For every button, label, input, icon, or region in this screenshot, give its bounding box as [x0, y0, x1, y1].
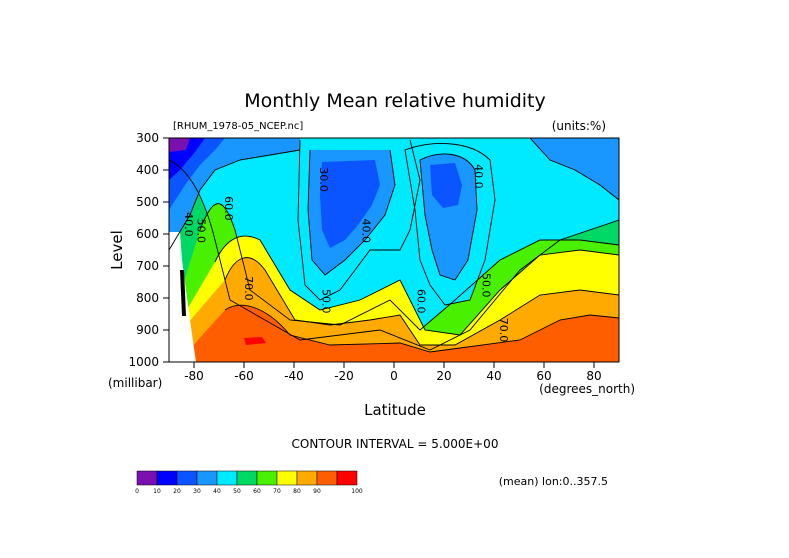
colorbar-label: 90 [313, 488, 321, 495]
x-tick-label: 0 [390, 369, 398, 383]
y-tick-label: 500 [136, 195, 159, 209]
y-tick-label: 800 [136, 291, 159, 305]
colorbar-label: 0 [135, 488, 139, 495]
contour-interval-text: CONTOUR INTERVAL = 5.000E+00 [292, 437, 499, 451]
x-axis-units: (degrees_north) [539, 382, 635, 396]
units-label: (units:%) [552, 119, 606, 133]
contour-label: 50.0 [480, 273, 493, 298]
band-90-100 [244, 337, 266, 345]
colorbar-label: 40 [213, 488, 221, 495]
x-tick-label: -20 [334, 369, 354, 383]
contour-label-text: 60.0 [222, 196, 235, 221]
chart-title: Monthly Mean relative humidity [244, 90, 546, 112]
colorbar-label: 30 [193, 488, 201, 495]
contour-label-text: 50.0 [320, 289, 333, 314]
contour-label-text: 40.0 [182, 212, 195, 237]
x-tick-label: 20 [436, 369, 451, 383]
colorbar-swatch [336, 470, 358, 486]
contour-label-text: 30.0 [317, 167, 330, 192]
x-tick-label: 40 [486, 369, 501, 383]
x-tick-label: -40 [284, 369, 304, 383]
colorbar-swatch [196, 470, 218, 486]
contour-label-text: 50.0 [480, 273, 493, 298]
y-tick-label: 400 [136, 163, 159, 177]
band-polar-south-driest [169, 138, 190, 152]
x-tick-label: 80 [586, 369, 601, 383]
contour-label: 30.0 [317, 167, 330, 192]
y-tick-label: 700 [136, 259, 159, 273]
y-tick-label: 1000 [128, 355, 159, 369]
contour-label-text: 70.0 [497, 318, 510, 343]
contour-label: 70.0 [497, 318, 510, 343]
y-axis: 300 400 500 600 700 800 900 1000 [128, 131, 169, 369]
contour-label: 40.0 [472, 164, 485, 189]
colorbar-swatch [296, 470, 318, 486]
colorbar-swatch [136, 470, 158, 486]
y-tick-label: 300 [136, 131, 159, 145]
colorbar-label: 100 [351, 488, 363, 495]
band-upper-dry-20 [320, 160, 380, 248]
colorbar-swatch [176, 470, 198, 486]
contour-label: 50.0 [195, 219, 208, 244]
band-polar-north-top [530, 138, 619, 200]
colorbar-label: 80 [293, 488, 301, 495]
band-polar-south-top [169, 138, 300, 250]
contour-label-text: 40.0 [472, 164, 485, 189]
colorbar-swatch [156, 470, 178, 486]
x-tick-label: -80 [184, 369, 204, 383]
colorbar-swatch [256, 470, 278, 486]
y-tick-label: 600 [136, 227, 159, 241]
contour-label: 70.0 [242, 276, 255, 301]
y-tick-label: 900 [136, 323, 159, 337]
x-tick-label: 60 [536, 369, 551, 383]
colorbar-label: 70 [273, 488, 281, 495]
x-axis-label: Latitude [364, 401, 426, 419]
contour-label: 40.0 [182, 212, 195, 237]
x-tick-label: -60 [234, 369, 254, 383]
contour-label-layer: 40.0 50.060.070.030.040.050.040.060.050.0… [182, 164, 510, 342]
colorbar-swatch [276, 470, 298, 486]
contour-field: 40.0 50.060.070.030.040.050.040.060.050.0… [169, 138, 619, 362]
colorbar-label: 20 [173, 488, 181, 495]
source-file-label: [RHUM_1978-05_NCEP.nc] [173, 121, 303, 132]
colorbar-swatch [316, 470, 338, 486]
contour-label: 50.0 [320, 289, 333, 314]
contour-label: 40.0 [360, 219, 373, 244]
contour-label-text: 40.0 [360, 219, 373, 244]
subset-text: (mean) lon:0..357.5 [499, 475, 608, 488]
colorbar-label: 60 [253, 488, 261, 495]
colorbar-swatch [236, 470, 258, 486]
contour-lines [169, 138, 619, 353]
colorbar-label: 10 [153, 488, 161, 495]
colorbar: 0 10 20 30 40 50 60 70 80 90 100 [135, 470, 363, 495]
band-nh-dry-20 [430, 163, 462, 208]
contour-label: 60.0 [415, 289, 428, 314]
terrain-hatch [180, 270, 186, 316]
colorbar-label: 50 [233, 488, 241, 495]
contour-label-text: 70.0 [242, 276, 255, 301]
y-axis-label: Level [108, 230, 126, 270]
contour-label-text: 60.0 [415, 289, 428, 314]
band-80-90 [169, 305, 619, 362]
x-axis: -80 -60 -40 -20 0 20 40 60 80 [184, 362, 602, 383]
y-axis-units: (millibar) [108, 376, 162, 390]
colorbar-swatch [216, 470, 238, 486]
contour-label: 60.0 [222, 196, 235, 221]
contour-label-text: 50.0 [195, 219, 208, 244]
